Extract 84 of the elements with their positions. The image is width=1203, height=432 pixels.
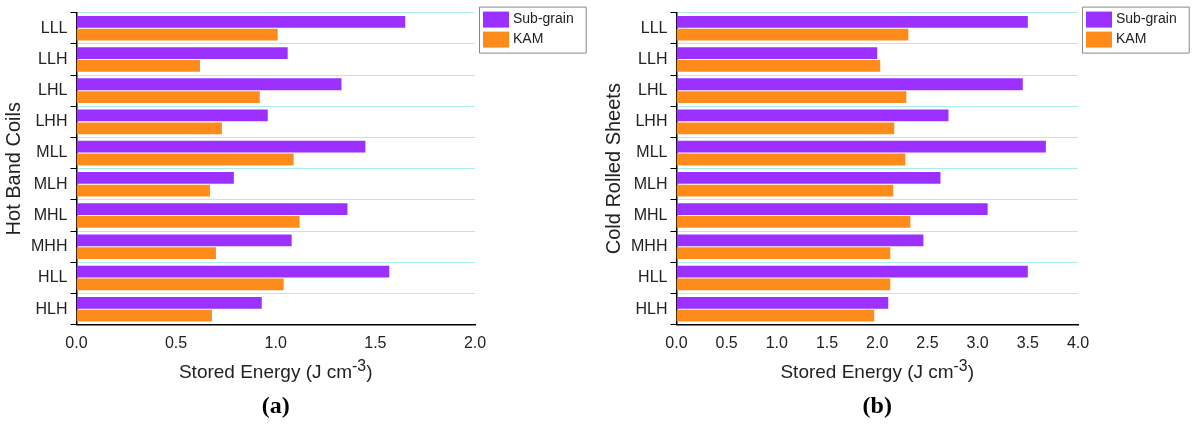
x-tick-label: 3.5 [1016,333,1040,351]
y-tick-label: MLL [636,143,668,161]
bar [76,247,216,260]
x-tick-label: 1.0 [264,333,287,351]
bar [76,59,200,72]
bar [76,296,262,309]
x-tick-label: 0.0 [65,333,88,351]
y-tick-label: MLH [633,174,668,192]
bar [676,184,894,197]
bar [676,203,988,216]
y-tick-label: MLL [36,143,68,161]
bar [76,47,288,59]
y-tick-label: LLL [40,18,68,36]
x-tick-label: 2.5 [916,333,939,351]
x-tick-label: 2.0 [463,333,487,351]
y-axis-title: Hot Band Coils [1,102,24,236]
y-tick-label: MHH [631,237,668,255]
bar [676,153,906,166]
y-tick-label: LLH [38,49,68,67]
bar [676,278,891,291]
bar [676,91,907,103]
y-tick-label: LHH [35,112,68,130]
x-tick-label: 1.5 [815,333,839,351]
bar [676,309,875,322]
bar [676,172,941,184]
x-tick-label: 3.0 [966,333,989,351]
y-axis-title: Cold Rolled Sheets [601,83,624,255]
bar [676,140,1046,153]
bar [76,203,348,216]
x-axis-title: Stored Energy (J cm$^{-3}$) [178,357,373,384]
x-tick-label: 0.5 [164,333,188,351]
y-tick-label: LHL [38,81,68,99]
x-tick-label: 1.5 [364,333,387,351]
bar [76,15,406,28]
bar [676,247,891,260]
bar [676,28,909,41]
bar [76,153,294,166]
legend-label: Sub-grain [513,10,574,27]
y-tick-label: HLH [635,299,668,317]
bar [76,91,260,103]
bar [76,278,284,291]
x-tick-label: 2.0 [866,333,889,351]
bar [76,140,366,153]
bar [76,216,300,228]
y-tick-label: MHL [33,205,68,223]
legend-label: KAM [1116,30,1147,47]
y-tick-label: LLL [640,18,668,36]
x-tick-label: 4.0 [1066,333,1090,351]
bar [676,296,889,309]
bar [676,265,1028,278]
bar [76,234,292,247]
bar [676,78,1023,91]
bar [76,265,390,278]
x-axis-title: Stored Energy (J cm$^{-3}$) [780,357,975,384]
bar [676,59,881,72]
bar [76,122,222,135]
bar [676,234,924,247]
text: (b) [862,392,892,419]
y-tick-label: LLH [638,49,668,67]
bar [76,109,268,122]
bar [76,184,210,197]
y-tick-label: MHH [31,237,68,255]
bar [676,122,895,135]
y-tick-label: HLL [38,268,68,286]
y-tick-label: HLL [638,268,668,286]
y-tick-label: LHH [635,112,668,130]
bar [76,172,234,184]
y-tick-label: HLH [35,299,68,317]
bar [676,109,949,122]
y-tick-label: MLH [33,174,68,192]
bar [676,216,911,228]
legend-label: KAM [513,30,544,47]
x-tick-label: 0.0 [665,333,688,351]
bar [676,15,1028,28]
text: (a) [261,392,290,419]
x-tick-label: 0.5 [715,333,738,351]
bar [76,309,212,322]
y-tick-label: LHL [638,81,668,99]
x-tick-label: 1.0 [765,333,789,351]
bar [676,47,878,59]
bar [76,28,278,41]
bar [76,78,342,91]
y-tick-label: MHL [633,205,668,223]
legend-label: Sub-grain [1116,10,1177,27]
